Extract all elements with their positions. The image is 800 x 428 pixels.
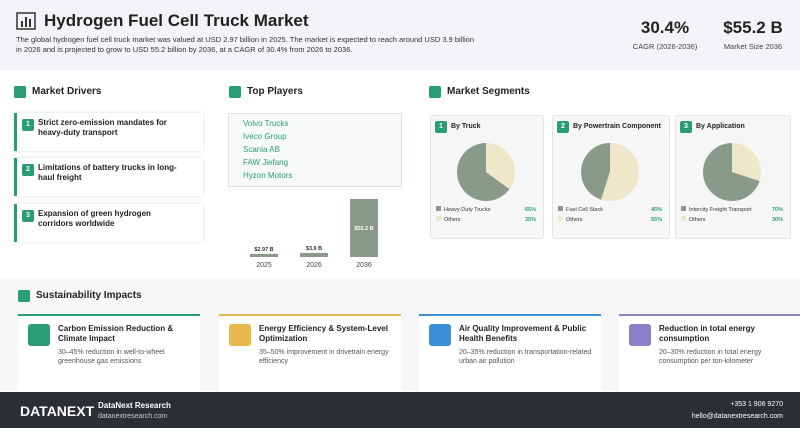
legend-swatch	[436, 206, 441, 211]
website[interactable]: datanextresearch.com	[98, 413, 168, 420]
legend-swatch	[558, 216, 563, 221]
description: The global hydrogen fuel cell truck mark…	[16, 35, 475, 54]
impact-title: Energy Efficiency & System-Level Optimiz…	[259, 324, 388, 343]
legend-swatch	[436, 216, 441, 221]
legend-label: Others	[444, 217, 461, 223]
section-title: Market Segments	[447, 86, 530, 97]
player-item: Iveco Group	[243, 132, 287, 141]
driver-number: 2	[22, 164, 34, 176]
section-icon	[18, 290, 30, 302]
title: Hydrogen Fuel Cell Truck Market	[44, 11, 309, 30]
pie-slice	[703, 143, 760, 201]
bar-label: $55.2 B	[354, 226, 373, 232]
legend-swatch	[681, 216, 686, 221]
logo: DATANEXT	[20, 403, 95, 419]
impact-icon	[229, 324, 251, 346]
segment-number: 1	[435, 121, 447, 133]
impact-text: 20–30% reduction in total energy consump…	[659, 349, 762, 365]
pie-chart: Heavy-Duty Trucks 65% Others 35%	[436, 143, 536, 223]
driver-number: 3	[22, 210, 34, 222]
pie-chart: Intercity Freight Transport 70% Others 30%	[681, 143, 783, 223]
impact-title: Reduction in total energy consumption	[659, 324, 756, 343]
segment-number: 2	[557, 121, 569, 133]
bar-category: 2026	[306, 262, 322, 269]
legend-value: 35%	[525, 217, 536, 223]
pie-chart: Fuel Cell Stack 45% Others 55%	[558, 143, 662, 223]
impact-text: 20–35% reduction in transportation-relat…	[459, 349, 592, 365]
section-title: Sustainability Impacts	[36, 290, 142, 301]
header-icon	[16, 12, 36, 30]
pie-slice	[486, 143, 515, 190]
email[interactable]: hello@datanextresearch.com	[691, 413, 783, 420]
footer	[0, 392, 800, 428]
impact-text: 30–45% reduction in well-to-wheel greenh…	[58, 349, 165, 365]
impact-icon	[629, 324, 651, 346]
phone: +353 1 906 9270	[730, 401, 783, 408]
driver-text: Strict zero-emission mandates for heavy-…	[38, 118, 167, 137]
legend-label: Fuel Cell Stack	[566, 207, 603, 213]
stat-value: 30.4%	[640, 18, 690, 37]
legend-swatch	[681, 206, 686, 211]
stat-label: Market Size 2036	[723, 42, 783, 51]
bar-label: $2.97 B	[254, 247, 273, 253]
bar	[300, 252, 328, 257]
driver-card	[14, 204, 203, 242]
legend-value: 45%	[651, 207, 662, 213]
section-icon	[14, 86, 26, 98]
bar-label: $3.9 B	[306, 246, 322, 252]
legend-label: Others	[689, 217, 706, 223]
legend-value: 55%	[651, 217, 662, 223]
legend-value: 30%	[772, 217, 783, 223]
driver-text: Expansion of green hydrogen corridors wo…	[38, 209, 151, 228]
bar-category: 2036	[356, 262, 372, 269]
player-item: Hyzon Motors	[243, 171, 293, 180]
impact-title: Air Quality Improvement & Public Health …	[459, 324, 587, 343]
legend-swatch	[558, 206, 563, 211]
bar	[350, 199, 378, 257]
player-item: Volvo Trucks	[243, 119, 289, 128]
impact-title: Carbon Emission Reduction & Climate Impa…	[58, 324, 174, 343]
stat-value: $55.2 B	[723, 18, 783, 37]
section-title: Top Players	[247, 86, 303, 97]
pie-slice	[457, 143, 510, 201]
bar	[250, 253, 278, 257]
segment-title: By Truck	[451, 123, 481, 130]
section-title: Market Drivers	[32, 86, 102, 97]
pie-slice	[732, 143, 761, 181]
legend-label: Intercity Freight Transport	[689, 207, 752, 213]
segment-number: 3	[680, 121, 692, 133]
driver-number: 1	[22, 119, 34, 131]
driver-text: Limitations of battery trucks in long-ha…	[38, 163, 177, 182]
legend-value: 65%	[525, 207, 536, 213]
legend-label: Heavy-Duty Trucks	[444, 207, 491, 213]
legend-value: 70%	[772, 207, 783, 213]
segment-title: By Application	[696, 123, 745, 130]
header	[0, 0, 800, 70]
bar-category: 2025	[256, 262, 272, 269]
pie-slice	[601, 143, 639, 201]
players-box	[228, 113, 402, 187]
segment-title: By Powertrain Component	[573, 123, 661, 130]
pie-slice	[581, 143, 610, 200]
stat-label: CAGR (2026-2036)	[632, 42, 698, 51]
impact-text: 35–50% improvement in drivetrain energy …	[259, 349, 389, 365]
bar-chart: $2.97 B 2025 $3.9 B 2026 $55.2 B 2036	[250, 199, 378, 269]
player-item: Scania AB	[243, 145, 280, 154]
section-icon	[429, 86, 441, 98]
player-item: FAW Jiefang	[243, 158, 289, 167]
company: DataNext Research	[98, 401, 171, 410]
section-icon	[229, 86, 241, 98]
impact-icon	[429, 324, 451, 346]
driver-card	[14, 158, 203, 196]
impact-icon	[28, 324, 50, 346]
driver-card	[14, 113, 203, 151]
legend-label: Others	[566, 217, 583, 223]
